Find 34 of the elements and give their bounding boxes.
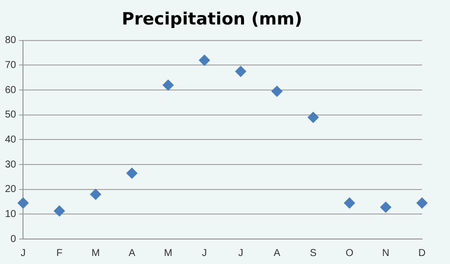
- x-tick-label: D: [418, 248, 426, 259]
- x-tick-label: J: [238, 248, 244, 259]
- x-tick-label: F: [56, 248, 62, 259]
- point: [18, 198, 29, 209]
- y-tick-label: 30: [5, 159, 17, 170]
- y-tick-label: 80: [5, 35, 17, 46]
- x-tick-label: A: [274, 248, 281, 259]
- x-tick-label: J: [20, 248, 26, 259]
- x-tick-label: N: [382, 248, 390, 259]
- point: [90, 188, 102, 200]
- y-tick-label: 10: [5, 208, 17, 220]
- point: [162, 80, 174, 91]
- y-tick-label: 40: [5, 134, 17, 146]
- y-tick-label: 20: [5, 184, 17, 196]
- point: [416, 198, 428, 209]
- point: [271, 86, 282, 97]
- point: [198, 54, 210, 66]
- x-tick-label: M: [164, 248, 172, 259]
- y-tick-label: 50: [5, 110, 17, 121]
- x-tick-label: M: [91, 248, 100, 259]
- point: [126, 168, 138, 179]
- x-tick-label: S: [310, 248, 317, 259]
- chart-title: Precipitation (mm): [122, 10, 302, 30]
- y-tick-label: 0: [10, 234, 17, 245]
- point: [235, 66, 246, 77]
- y-tick-label: 70: [5, 60, 17, 71]
- x-tick-label: J: [202, 248, 207, 259]
- point: [308, 112, 319, 123]
- point: [54, 205, 65, 216]
- y-tick-label: 60: [5, 84, 17, 96]
- x-tick-label: O: [346, 248, 354, 259]
- x-tick-label: A: [128, 248, 136, 259]
- point: [344, 198, 355, 209]
- point: [380, 202, 392, 213]
